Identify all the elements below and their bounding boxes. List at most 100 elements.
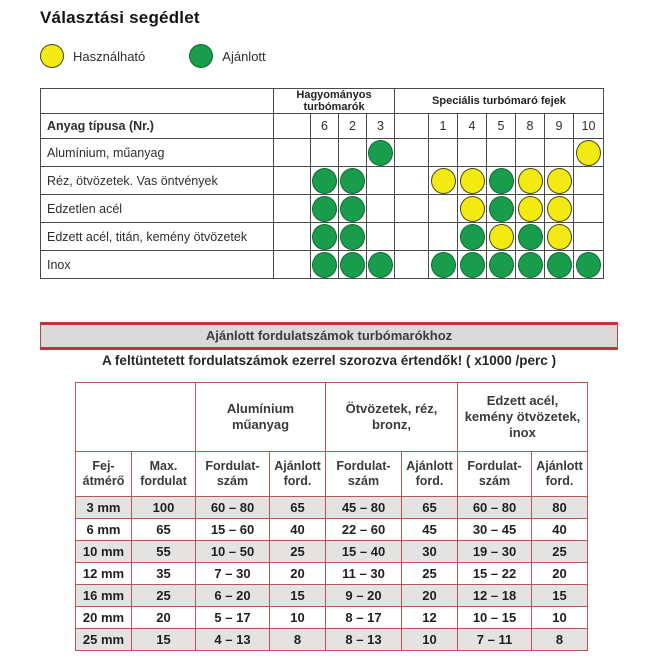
- mark-cell: [457, 250, 487, 279]
- spacer-cell: [394, 250, 429, 279]
- usable-dot-icon: [517, 195, 543, 222]
- corner-cell: [40, 88, 274, 114]
- mark-cell: [486, 222, 516, 251]
- speed-value-cell: 100: [131, 496, 196, 519]
- recommended-dot-icon: [430, 251, 456, 278]
- mark-cell: [515, 138, 545, 167]
- recommended-dot-icon: [189, 44, 214, 68]
- usable-dot-icon: [40, 44, 64, 68]
- speed-group-header: Alumínium műanyag: [195, 382, 326, 452]
- recommended-dot-icon: [459, 251, 485, 278]
- speed-column-header: Ajánlott ford.: [269, 451, 326, 497]
- mark-cell: [515, 166, 545, 195]
- mark-cell: [338, 222, 367, 251]
- speed-value-cell: 45 – 80: [325, 496, 402, 519]
- speed-value-cell: 22 – 60: [325, 518, 402, 541]
- material-row: Réz, ötvözetek. Vas öntvények: [40, 166, 604, 195]
- recommended-dot-icon: [488, 195, 514, 222]
- speed-value-cell: 8 – 17: [325, 606, 402, 629]
- speed-section-note: A feltüntetett fordulatszámok ezerrel sz…: [101, 353, 557, 368]
- speed-column-header: Ajánlott ford.: [401, 451, 458, 497]
- speed-value-cell: 30: [401, 540, 458, 563]
- mark-cell: [366, 250, 395, 279]
- mark-cell: [486, 250, 516, 279]
- mark-cell: [310, 138, 339, 167]
- usable-dot-icon: [459, 195, 485, 222]
- mark-cell: [366, 222, 395, 251]
- speed-value-cell: 65: [401, 496, 458, 519]
- speed-row: 12 mm 35 7 – 30 20 11 – 30 25 15 – 22 20: [75, 562, 588, 585]
- speed-row: 20 mm 20 5 – 17 10 8 – 17 12 10 – 15 10: [75, 606, 588, 629]
- spacer-cell: [273, 138, 311, 167]
- speed-value-cell: 12 – 18: [457, 584, 532, 607]
- speed-value-cell: 80: [531, 496, 588, 519]
- legend: Használható Ajánlott: [40, 44, 310, 68]
- mark-cell: [573, 138, 604, 167]
- speed-value-cell: 10 – 50: [195, 540, 270, 563]
- spacer-cell: [394, 166, 429, 195]
- speed-row: 25 mm 15 4 – 13 8 8 – 13 10 7 – 11 8: [75, 628, 588, 651]
- mark-cell: [544, 222, 574, 251]
- recommended-dot-icon: [312, 195, 337, 222]
- recommended-dot-icon: [517, 251, 543, 278]
- speed-value-cell: 8: [269, 628, 326, 651]
- speed-section-banner-text: Ajánlott fordulatszámok turbómarókhoz: [205, 328, 453, 343]
- burr-number-cell: 2: [338, 113, 367, 139]
- mark-cell: [338, 166, 367, 195]
- speed-value-cell: 40: [531, 518, 588, 541]
- recommended-dot-icon: [368, 251, 393, 278]
- mark-cell: [573, 194, 604, 223]
- mark-cell: [366, 138, 395, 167]
- speed-value-cell: 10: [269, 606, 326, 629]
- recommended-dot-icon: [340, 251, 365, 278]
- speed-column-header: Ajánlott ford.: [531, 451, 588, 497]
- mark-cell: [428, 250, 458, 279]
- diameter-cell: 6 mm: [75, 518, 132, 541]
- mark-cell: [457, 138, 487, 167]
- mark-cell: [310, 194, 339, 223]
- recommended-dot-icon: [368, 139, 393, 166]
- spacer-cell: [394, 113, 429, 139]
- mark-cell: [457, 194, 487, 223]
- speed-value-cell: 4 – 13: [195, 628, 270, 651]
- mark-cell: [515, 250, 545, 279]
- speed-value-cell: 55: [131, 540, 196, 563]
- column-number-row: Anyag típusa (Nr.) 6 2 3 1 4 5 8 9 10: [40, 113, 604, 139]
- material-row: Edzett acél, titán, kemény ötvözetek: [40, 222, 604, 251]
- mark-cell: [544, 166, 574, 195]
- recommended-dot-icon: [312, 223, 337, 250]
- diameter-cell: 16 mm: [75, 584, 132, 607]
- burr-number-cell: 6: [310, 113, 339, 139]
- speed-value-cell: 10: [401, 628, 458, 651]
- spacer-cell: [273, 250, 311, 279]
- spacer-cell: [394, 222, 429, 251]
- speed-value-cell: 20: [131, 606, 196, 629]
- mark-cell: [486, 138, 516, 167]
- speed-value-cell: 15: [269, 584, 326, 607]
- speed-value-cell: 12: [401, 606, 458, 629]
- speed-column-header: Fordulat- szám: [195, 451, 270, 497]
- mark-cell: [366, 194, 395, 223]
- mark-cell: [338, 194, 367, 223]
- burr-number-cell: 4: [457, 113, 487, 139]
- material-label: Alumínium, műanyag: [40, 138, 274, 167]
- recommended-dot-icon: [312, 251, 337, 278]
- speed-value-cell: 6 – 20: [195, 584, 270, 607]
- mark-cell: [428, 222, 458, 251]
- speed-value-cell: 10 – 15: [457, 606, 532, 629]
- mark-cell: [310, 250, 339, 279]
- speed-row: 3 mm 100 60 – 80 65 45 – 80 65 60 – 80 80: [75, 496, 588, 519]
- speed-value-cell: 30 – 45: [457, 518, 532, 541]
- speed-value-cell: 7 – 11: [457, 628, 532, 651]
- usable-dot-icon: [546, 223, 572, 250]
- group-header-special: Speciális turbómaró fejek: [394, 88, 604, 114]
- mark-cell: [428, 194, 458, 223]
- spacer-cell: [394, 194, 429, 223]
- material-row: Inox: [40, 250, 604, 279]
- burr-number-cell: 8: [515, 113, 545, 139]
- mark-cell: [486, 166, 516, 195]
- speed-column-header: Fej- átmérő: [75, 451, 132, 497]
- mark-cell: [573, 166, 604, 195]
- recommended-dot-icon: [340, 167, 365, 194]
